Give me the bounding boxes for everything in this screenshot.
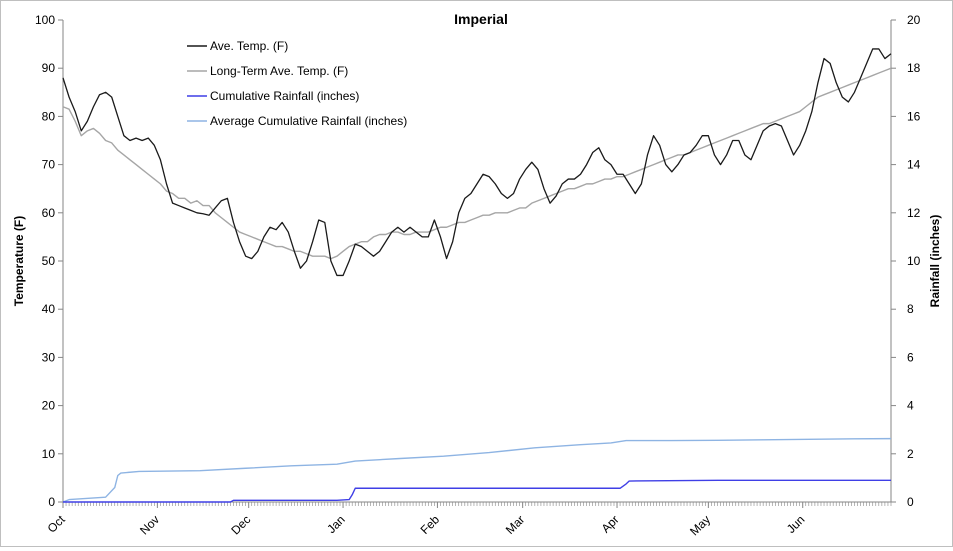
x-tick-label: Feb xyxy=(418,512,443,537)
x-tick-label: Oct xyxy=(45,512,69,536)
y2-tick-label: 18 xyxy=(907,61,921,75)
y-tick-label: 20 xyxy=(42,399,56,413)
series-layer xyxy=(62,48,892,503)
y2-axis-title: Rainfall (inches) xyxy=(928,215,942,308)
y-tick-label: 100 xyxy=(35,13,55,27)
y2-tick-label: 4 xyxy=(907,399,914,413)
x-tick-label: Apr xyxy=(599,512,622,535)
x-tick-label: Jun xyxy=(784,512,808,536)
x-tick-label: Dec xyxy=(228,512,253,537)
y2-tick-label: 2 xyxy=(907,447,914,461)
y-tick-label: 90 xyxy=(42,61,56,75)
legend: Ave. Temp. (F) Long-Term Ave. Temp. (F) Cu… xyxy=(187,39,407,128)
y2-tick-label: 10 xyxy=(907,254,921,268)
x-tick-label: Jan xyxy=(324,512,348,536)
y-axis-title: Temperature (F) xyxy=(12,216,26,306)
axes: 0 10 20 30 40 50 60 70 80 90 100 0 2 4 6 8 10 12 14 16 18 20 O… xyxy=(35,13,921,538)
series-line-2 xyxy=(62,67,892,260)
y-tick-label: 30 xyxy=(42,350,56,364)
y2-tick-label: 20 xyxy=(907,13,921,27)
y-tick-label: 0 xyxy=(48,495,55,509)
x-tick-label: Nov xyxy=(137,512,162,537)
series-line-3 xyxy=(63,479,891,503)
legend-label: Ave. Temp. (F) xyxy=(210,39,288,53)
y-tick-label: 50 xyxy=(42,254,56,268)
y2-tick-label: 16 xyxy=(907,109,921,123)
y2-tick-label: 8 xyxy=(907,302,914,316)
y-tick-label: 40 xyxy=(42,302,56,316)
y2-tick-label: 12 xyxy=(907,206,921,220)
chart-title: Imperial xyxy=(454,11,508,27)
series-line-4 xyxy=(62,437,892,503)
y2-tick-label: 6 xyxy=(907,350,914,364)
x-tick-label: Mar xyxy=(503,512,528,537)
legend-label: Long-Term Ave. Temp. (F) xyxy=(210,64,348,78)
y-tick-label: 80 xyxy=(42,109,56,123)
y-tick-label: 60 xyxy=(42,206,56,220)
y2-tick-label: 0 xyxy=(907,495,914,509)
series-line-1 xyxy=(62,48,892,277)
y-tick-label: 10 xyxy=(42,447,56,461)
x-tick-label: May xyxy=(687,512,713,538)
y2-tick-label: 14 xyxy=(907,158,921,172)
legend-label: Average Cumulative Rainfall (inches) xyxy=(210,114,407,128)
legend-label: Cumulative Rainfall (inches) xyxy=(210,89,359,103)
y-tick-label: 70 xyxy=(42,158,56,172)
